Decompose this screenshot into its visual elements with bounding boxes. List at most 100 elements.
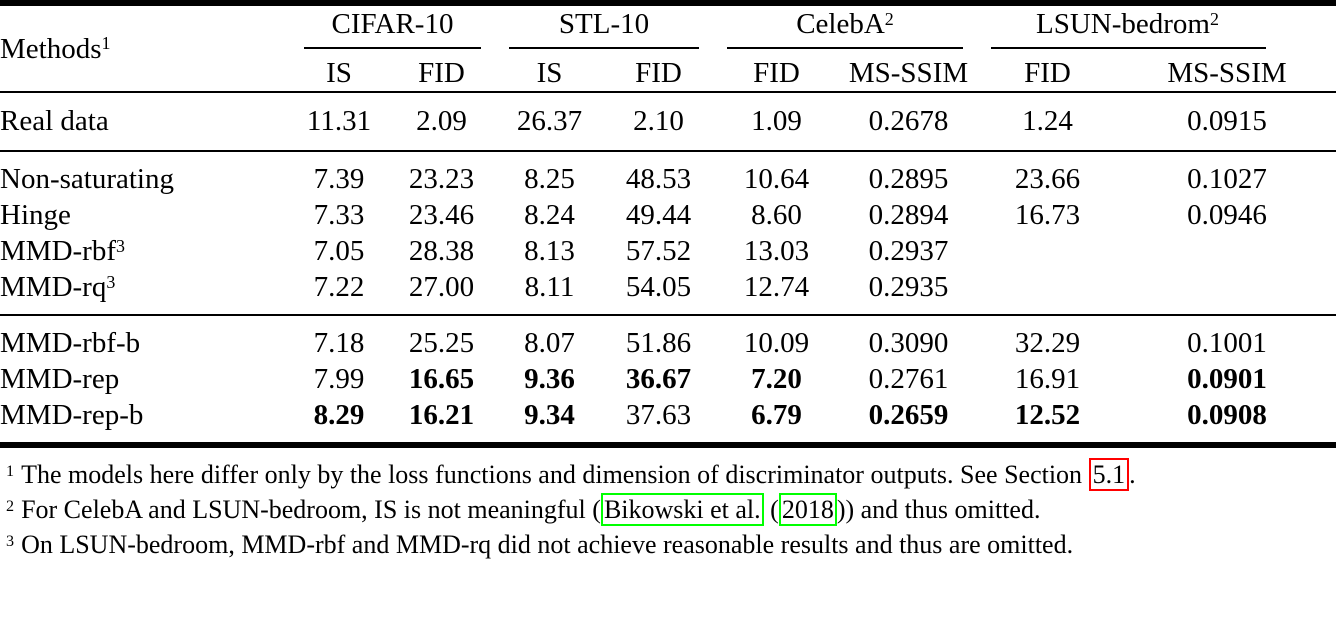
- method-label: MMD-rbf-b: [0, 316, 290, 361]
- footnote-3: 3 On LSUN-bedroom, MMD-rbf and MMD-rq did…: [6, 527, 1332, 562]
- cell-lsun-fid: 16.91: [1014, 363, 1081, 395]
- cell-lsun-msssim: [1118, 233, 1336, 269]
- celeba-underline: [727, 47, 963, 49]
- cell-cifar10-fid: 16.21: [408, 399, 475, 431]
- cell-celeba-fid: 13.03: [743, 235, 810, 267]
- cell-stl10-is: 9.34: [524, 399, 575, 431]
- section-link[interactable]: 5.1: [1088, 458, 1130, 491]
- cell-lsun-fid: 1.24: [1022, 105, 1073, 137]
- cell-cifar10-is: 7.39: [313, 163, 365, 195]
- method-name: Non-saturating: [0, 163, 174, 195]
- cell-stl10-is: 8.25: [524, 163, 575, 195]
- method-name: MMD-rq: [0, 271, 107, 303]
- cell-lsun-msssim: 0.1001: [1187, 327, 1267, 359]
- col-header-stl10-fid: FID: [635, 57, 682, 89]
- cell-celeba-fid: 6.79: [751, 399, 802, 431]
- method-label: Real data: [0, 93, 290, 150]
- col-header-lsun-fid: FID: [1024, 57, 1071, 89]
- citation-link-author[interactable]: Bikowski et al.: [600, 493, 764, 526]
- cell-lsun-msssim: 0.0908: [1187, 399, 1267, 431]
- footnote-text: .: [1129, 460, 1136, 489]
- group-label: CIFAR-10: [331, 8, 454, 40]
- group-footnote-mark: 2: [884, 8, 894, 29]
- table-row-hinge: Hinge 7.33 23.46 8.24 49.44 8.60 0.2894 …: [0, 197, 1336, 233]
- cell-lsun-msssim: 0.0915: [1187, 105, 1267, 137]
- cell-celeba-msssim: 0.2894: [868, 199, 949, 231]
- table-row-mmd-rep-b: MMD-rep-b 8.29 16.21 9.34 37.63 6.79 0.2…: [0, 397, 1336, 442]
- col-header-lsun-msssim: MS-SSIM: [1167, 57, 1287, 89]
- table-row-mmd-rbf: MMD-rbf3 7.05 28.38 8.13 57.52 13.03 0.2…: [0, 233, 1336, 269]
- cell-stl10-fid: 2.10: [633, 105, 684, 137]
- cell-celeba-fid: 10.09: [743, 327, 810, 359]
- method-footnote-mark: 3: [106, 271, 116, 292]
- cell-lsun-msssim: 0.0901: [1187, 363, 1267, 395]
- group-label: LSUN-bedrom: [1036, 8, 1210, 40]
- cell-celeba-msssim: 0.2935: [868, 271, 949, 303]
- method-label: MMD-rq3: [0, 269, 290, 314]
- cell-cifar10-is: 7.99: [313, 363, 365, 395]
- group-footnote-mark: 2: [1210, 8, 1219, 29]
- cell-stl10-fid: 37.63: [625, 399, 692, 431]
- method-name: Real data: [0, 105, 109, 137]
- cell-lsun-msssim: 0.1027: [1187, 163, 1267, 195]
- footnote-marker: 1: [6, 462, 15, 480]
- col-header-celeba-msssim: MS-SSIM: [848, 57, 969, 89]
- metric-header-row: IS FID IS FID FID MS-SSIM FID MS-SSIM: [0, 55, 1336, 91]
- footnote-marker: 3: [6, 532, 15, 550]
- citation-link-year[interactable]: 2018: [778, 493, 837, 526]
- cell-stl10-is: 8.24: [524, 199, 575, 231]
- cell-celeba-fid: 1.09: [751, 105, 802, 137]
- header-rule: [0, 91, 1336, 93]
- table-row-mmd-rep: MMD-rep 7.99 16.65 9.36 36.67 7.20 0.276…: [0, 361, 1336, 397]
- methods-header: Methods1: [0, 6, 290, 91]
- cell-stl10-fid: 36.67: [625, 363, 692, 395]
- group-header-stl10: STL-10: [495, 6, 713, 42]
- method-label: Non-saturating: [0, 152, 290, 197]
- cell-stl10-fid: 57.52: [625, 235, 692, 267]
- cell-stl10-is: 9.36: [524, 363, 575, 395]
- method-name: MMD-rbf-b: [0, 327, 141, 359]
- footnote-text: For CelebA and LSUN-bedroom, IS is not m…: [21, 495, 601, 524]
- cell-stl10-is: 8.13: [524, 235, 575, 267]
- cell-celeba-msssim: 0.2937: [868, 235, 949, 267]
- table-rule: [0, 150, 1336, 152]
- table-bottom-rule: [0, 442, 1336, 448]
- results-table: Methods1 CIFAR-10 STL-10 CelebA2 LSUN-be…: [0, 0, 1336, 448]
- group-label: CelebA: [796, 8, 885, 40]
- cell-celeba-msssim: 0.2659: [868, 399, 949, 431]
- table-rule: [0, 91, 1336, 93]
- cell-celeba-fid: 8.60: [751, 199, 802, 231]
- cell-celeba-msssim: 0.2678: [868, 105, 949, 137]
- cell-stl10-fid: 54.05: [625, 271, 692, 303]
- cell-cifar10-is: 7.33: [313, 199, 365, 231]
- cell-cifar10-fid: 25.25: [408, 327, 475, 359]
- method-label: Hinge: [0, 197, 290, 233]
- methods-header-label: Methods: [0, 32, 102, 65]
- col-header-celeba-fid: FID: [753, 57, 800, 89]
- cell-stl10-is: 8.07: [524, 327, 575, 359]
- group-header-lsun-bedroom: LSUN-bedrom2: [977, 6, 1336, 42]
- table-row-real-data: Real data 11.31 2.09 26.37 2.10 1.09 0.2…: [0, 93, 1336, 150]
- cell-lsun-fid: 12.52: [1014, 399, 1081, 431]
- cell-lsun-fid: 16.73: [1014, 199, 1081, 231]
- method-label: MMD-rep-b: [0, 397, 290, 442]
- col-header-cifar10-is: IS: [326, 57, 352, 89]
- group-underline-row: [0, 42, 1336, 55]
- cell-cifar10-is: 7.22: [313, 271, 365, 303]
- cell-cifar10-fid: 2.09: [416, 105, 467, 137]
- table-row-mmd-rq: MMD-rq3 7.22 27.00 8.11 54.05 12.74 0.29…: [0, 269, 1336, 314]
- cell-cifar10-fid: 28.38: [408, 235, 475, 267]
- methods-header-footnote-mark: 1: [101, 33, 111, 54]
- table-top-rule: [0, 0, 1336, 6]
- cell-celeba-fid: 10.64: [743, 163, 810, 195]
- method-name: MMD-rbf: [0, 235, 116, 267]
- cell-lsun-msssim: [1118, 269, 1336, 314]
- bottom-rule: [0, 442, 1336, 448]
- cell-lsun-fid: [977, 269, 1118, 314]
- footnote-2: 2 For CelebA and LSUN-bedroom, IS is not …: [6, 492, 1332, 527]
- cell-cifar10-is: 8.29: [313, 399, 365, 431]
- footnote-1: 1 The models here differ only by the loss…: [6, 457, 1332, 492]
- col-header-stl10-is: IS: [536, 57, 563, 89]
- cell-stl10-is: 26.37: [516, 105, 583, 137]
